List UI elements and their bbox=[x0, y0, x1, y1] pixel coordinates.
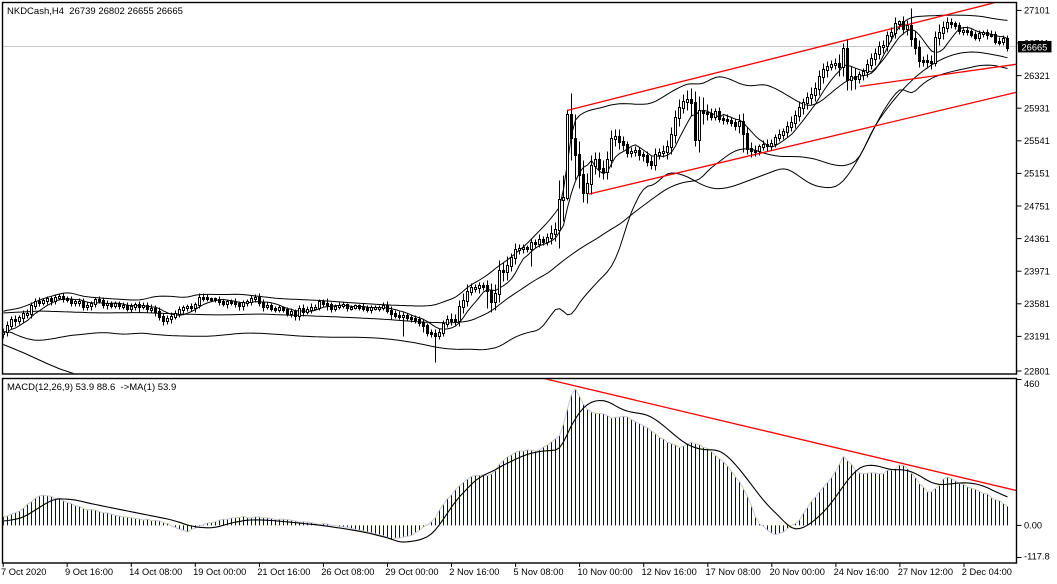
svg-text:26 Oct 08:00: 26 Oct 08:00 bbox=[321, 567, 374, 577]
svg-text:26321: 26321 bbox=[1024, 71, 1050, 81]
svg-text:24361: 24361 bbox=[1024, 234, 1050, 244]
svg-text:12 Nov 16:00: 12 Nov 16:00 bbox=[642, 567, 697, 577]
svg-text:MACD(12,26,9) 53.9 88.6 ->MA(: MACD(12,26,9) 53.9 88.6 ->MA(1) 53.9 bbox=[7, 382, 176, 393]
svg-text:24 Nov 16:00: 24 Nov 16:00 bbox=[834, 567, 889, 577]
svg-text:23191: 23191 bbox=[1024, 332, 1050, 342]
svg-text:21 Oct 16:00: 21 Oct 16:00 bbox=[257, 567, 310, 577]
svg-text:17 Nov 08:00: 17 Nov 08:00 bbox=[706, 567, 761, 577]
svg-text:23971: 23971 bbox=[1024, 267, 1050, 277]
svg-text:23581: 23581 bbox=[1024, 299, 1050, 309]
svg-text:29 Oct 00:00: 29 Oct 00:00 bbox=[385, 567, 438, 577]
svg-text:5 Nov 08:00: 5 Nov 08:00 bbox=[513, 567, 563, 577]
svg-text:25541: 25541 bbox=[1024, 136, 1050, 146]
svg-text:14 Oct 08:00: 14 Oct 08:00 bbox=[129, 567, 182, 577]
svg-text:10 Nov 00:00: 10 Nov 00:00 bbox=[577, 567, 632, 577]
svg-text:26665: 26665 bbox=[1022, 42, 1048, 52]
svg-text:25151: 25151 bbox=[1024, 169, 1050, 179]
svg-text:2 Dec 04:00: 2 Dec 04:00 bbox=[962, 567, 1012, 577]
svg-text:24751: 24751 bbox=[1024, 201, 1050, 211]
svg-text:25931: 25931 bbox=[1024, 104, 1050, 114]
svg-text:22801: 22801 bbox=[1024, 366, 1050, 376]
svg-text:460: 460 bbox=[1024, 379, 1040, 389]
svg-text:9 Oct 16:00: 9 Oct 16:00 bbox=[65, 567, 113, 577]
svg-text:27101: 27101 bbox=[1024, 6, 1050, 16]
svg-text:20 Nov 00:00: 20 Nov 00:00 bbox=[770, 567, 825, 577]
svg-text:19 Oct 00:00: 19 Oct 00:00 bbox=[193, 567, 246, 577]
svg-text:27 Nov 12:00: 27 Nov 12:00 bbox=[898, 567, 953, 577]
svg-text:-117.8: -117.8 bbox=[1024, 552, 1050, 562]
svg-text:7 Oct 2020: 7 Oct 2020 bbox=[1, 567, 46, 577]
svg-text:2 Nov 16:00: 2 Nov 16:00 bbox=[449, 567, 499, 577]
svg-text:NKDCash,H4 26739 26802 26655: NKDCash,H4 26739 26802 26655 26665 bbox=[7, 6, 183, 17]
svg-text:0.00: 0.00 bbox=[1024, 521, 1042, 531]
